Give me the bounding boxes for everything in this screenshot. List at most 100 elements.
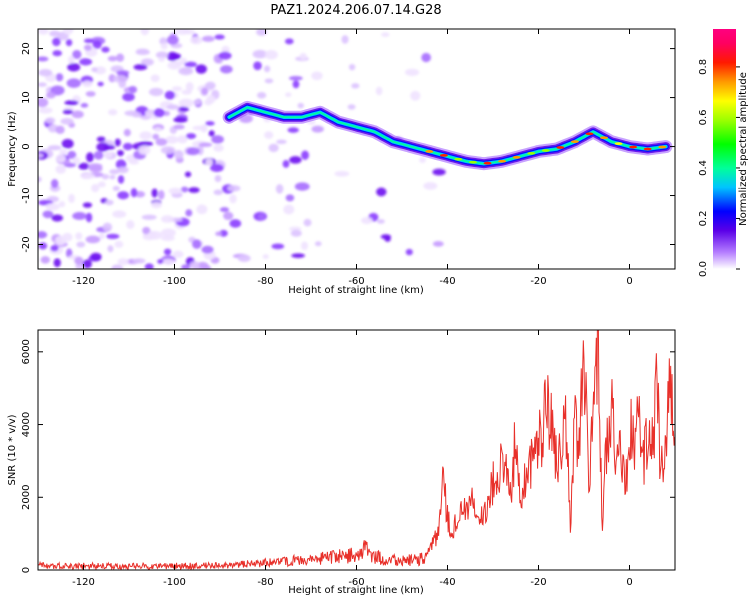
spectrogram-ytick-label: -20 [21, 236, 32, 252]
spectrogram-speckle [172, 250, 184, 258]
spectrogram-speckle [227, 185, 241, 192]
spectrogram-speckle [63, 29, 74, 35]
spectrogram-speckle [72, 49, 82, 59]
spectrogram-hotspot [527, 152, 536, 155]
spectrogram-speckle [192, 239, 202, 249]
spectrogram-hotspot [439, 153, 448, 157]
spectrogram-speckle [303, 218, 312, 227]
spectrogram-speckle [158, 57, 165, 62]
spectrogram-speckle [130, 187, 138, 198]
spectrogram-ytick-label: 10 [21, 91, 32, 104]
spectrogram-speckle [185, 133, 197, 140]
spectrogram-y-ticks: -20 -10 0 10 20 [21, 42, 675, 253]
spectrogram-speckle [204, 81, 216, 90]
spectrogram-speckle [75, 232, 83, 240]
spectrogram-speckle [432, 241, 444, 247]
spectrogram-speckle [117, 191, 129, 200]
spectrogram-xtick-label: -120 [72, 276, 95, 287]
snr-xtick-label: -80 [257, 577, 273, 588]
colorbar-tick-label: 0.2 [698, 211, 709, 227]
spectrogram-speckle [208, 130, 215, 137]
spectrogram-speckle [140, 58, 154, 66]
spectrogram-speckle [132, 258, 146, 264]
spectrogram-speckle [375, 86, 383, 96]
spectrogram-speckle [200, 124, 208, 133]
spectrogram-speckle [90, 252, 102, 261]
spectrogram-speckle [264, 78, 274, 84]
colorbar-gradient [713, 29, 736, 269]
spectrogram-speckle [141, 214, 157, 220]
snr-y-ticks: 0 2000 4000 6000 [21, 339, 675, 573]
spectrogram-speckle [205, 121, 215, 126]
spectrogram-speckle [153, 108, 165, 118]
spectrogram-speckle [214, 175, 222, 183]
spectrogram-ytick-label: -10 [21, 187, 32, 203]
spectrogram-speckle [290, 229, 302, 237]
spectrogram-speckle [38, 56, 49, 62]
spectrogram-speckle [188, 187, 200, 193]
spectrogram-speckle [113, 74, 128, 83]
spectrogram-speckle [184, 61, 198, 68]
spectrogram-speckle [65, 39, 73, 47]
spectrogram-speckle [196, 204, 208, 215]
spectrogram-speckle [285, 194, 295, 202]
snr-xlabel: Height of straight line (km) [288, 585, 424, 596]
spectrogram-hotspot [541, 149, 550, 152]
spectrogram-speckle [116, 70, 130, 76]
spectrogram-speckle [142, 226, 151, 235]
spectrogram-speckle [85, 91, 96, 97]
spectrogram-speckle [117, 258, 129, 266]
spectrogram-hotspot [556, 146, 565, 149]
spectrogram-speckle [152, 133, 160, 140]
spectrogram-speckle [190, 36, 203, 45]
spectrogram-speckle [126, 220, 135, 229]
spectrogram-speckle [112, 185, 120, 191]
colorbar-tick-label: 0.8 [698, 59, 709, 75]
spectrogram-speckle [186, 147, 200, 156]
spectrogram-speckle [181, 264, 191, 269]
spectrogram-speckle [211, 135, 224, 144]
spectrogram-speckle [341, 35, 349, 44]
spectrogram-speckle [432, 168, 446, 176]
spectrogram-speckle [218, 51, 232, 60]
spectrogram-speckle [55, 164, 67, 174]
spectrogram-speckle [160, 146, 176, 155]
spectrogram-speckle [138, 145, 151, 156]
spectrogram-speckle [91, 183, 100, 193]
spectrogram-hotspot [468, 160, 477, 164]
spectrogram-speckle [263, 65, 271, 73]
spectrogram-speckle [38, 69, 53, 77]
spectrogram-speckle [107, 245, 114, 253]
colorbar-tick-label: 0.6 [698, 109, 709, 125]
spectrogram-ylabel: Frequency (Hz) [7, 111, 18, 187]
spectrogram-speckle [163, 248, 172, 256]
spectrogram-speckle [55, 125, 65, 134]
spectrogram-speckle [184, 171, 192, 178]
spectrogram-speckle [170, 53, 182, 60]
spectrogram-speckle [376, 187, 387, 197]
spectrogram-speckle [189, 261, 200, 269]
spectrogram-speckle [38, 107, 53, 114]
spectrogram-xtick-label: -100 [163, 276, 186, 287]
spectrogram-speckle [68, 193, 75, 203]
spectrogram-speckle [201, 245, 214, 254]
spectrogram-speckle [178, 106, 190, 112]
spectrogram-speckle [201, 87, 209, 96]
spectrogram-speckle [38, 153, 44, 158]
spectrogram-hotspot [658, 145, 667, 149]
spectrogram-speckle [292, 80, 300, 89]
spectrogram-speckle [381, 32, 390, 37]
snr-ylabel: SNR (10 * v/v) [7, 414, 18, 485]
spectrogram-speckle [384, 236, 391, 242]
spectrogram-speckle [58, 201, 66, 208]
spectrogram-speckle [173, 116, 188, 123]
spectrogram-speckle [299, 52, 307, 61]
spectrogram-speckle [282, 159, 290, 168]
spectrogram-speckle [52, 50, 62, 57]
spectrogram-ridge-band [228, 106, 667, 165]
spectrogram-speckle [185, 209, 193, 217]
spectrogram-speckle [288, 226, 302, 232]
spectrogram-speckle [147, 230, 163, 240]
spectrogram-speckle [311, 71, 323, 81]
spectrogram-speckle [289, 156, 302, 164]
